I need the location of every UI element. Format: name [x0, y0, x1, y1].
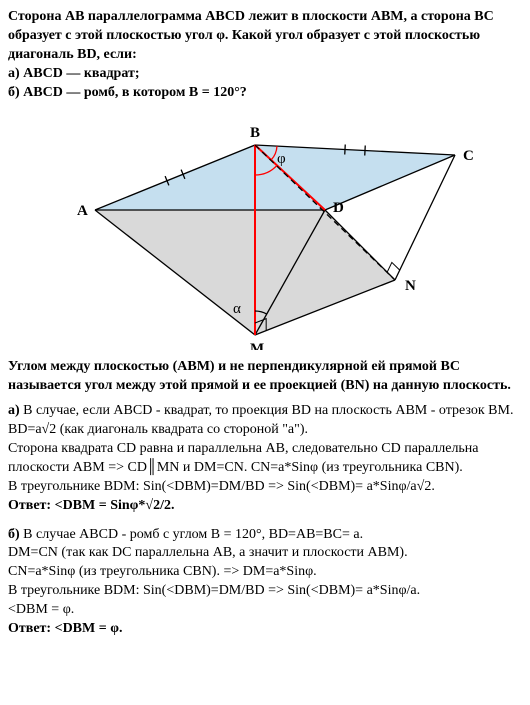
problem-statement: Сторона АВ параллелограмма ABCD лежит в … [8, 8, 522, 102]
svg-text:α: α [233, 301, 241, 317]
svg-text:N: N [405, 278, 416, 294]
svg-text:C: C [463, 148, 474, 164]
sol-a-line3: В треугольнике BDM: Sin(<DBM)=DM/BD => S… [8, 478, 522, 497]
sol-a-line1: В случае, если ABCD - квадрат, то проекц… [8, 403, 513, 437]
sol-b-line4: В треугольнике BDM: Sin(<DBM)=DM/BD => S… [8, 582, 522, 601]
answer-b: Ответ: <DBM = φ. [8, 620, 522, 639]
svg-text:A: A [77, 203, 88, 219]
sol-b-line2: DM=CN (так как DC параллельна АВ, а знач… [8, 544, 522, 563]
geometry-diagram: A B C D M Nφ α [50, 110, 480, 350]
svg-text:B: B [250, 125, 260, 141]
sol-b-line1: В случае ABCD - ромб с углом В = 120°, B… [20, 527, 363, 542]
svg-text:D: D [333, 200, 344, 216]
case-a-label: а) [8, 403, 20, 418]
sol-b-line5: <DBM = φ. [8, 601, 522, 620]
answer-a: Ответ: <DBM = Sinφ*√2/2. [8, 497, 522, 516]
definition: Углом между плоскостью (АВМ) и не перпен… [8, 358, 522, 396]
sol-b-line3: CN=a*Sinφ (из треугольника CBN). => DM=a… [8, 563, 522, 582]
solution-a: а) В случае, если ABCD - квадрат, то про… [8, 402, 522, 515]
sol-a-line2: Сторона квадрата CD равна и параллельна … [8, 440, 522, 478]
problem-b: б) ABCD — ромб, в котором В = 120°? [8, 84, 522, 103]
svg-text:φ: φ [277, 151, 286, 167]
problem-main: Сторона АВ параллелограмма ABCD лежит в … [8, 8, 522, 65]
case-b-label: б) [8, 527, 20, 542]
solution-b: б) В случае ABCD - ромб с углом В = 120°… [8, 526, 522, 639]
problem-a: а) ABCD — квадрат; [8, 65, 522, 84]
svg-text:M: M [250, 341, 264, 350]
